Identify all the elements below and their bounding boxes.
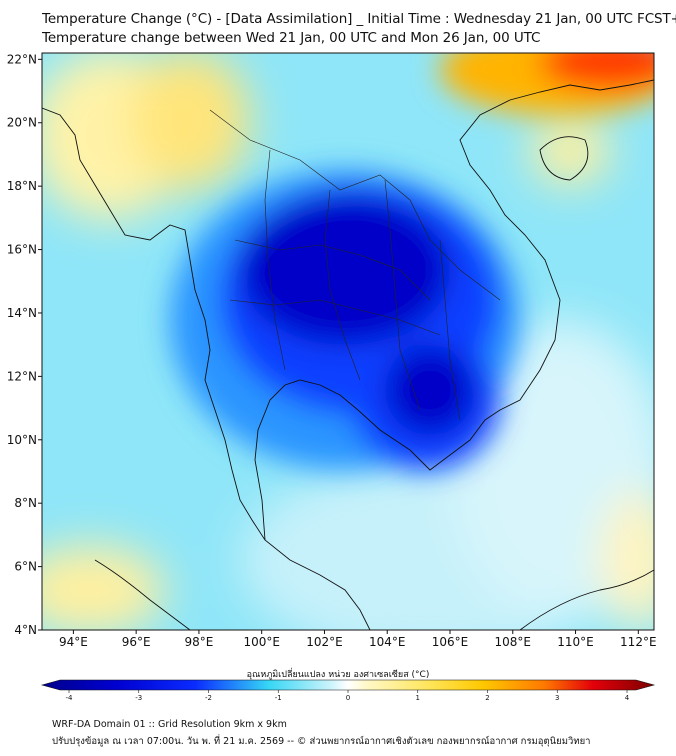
coastlines	[42, 79, 654, 630]
map-title: Temperature Change (°C) - [Data Assimila…	[42, 11, 676, 27]
border-line	[439, 239, 461, 421]
lon-tick-label: 106°E	[432, 635, 469, 649]
lat-tick-label: 6°N	[14, 560, 37, 574]
gulf-coast	[254, 79, 654, 541]
lon-tick-label: 96°E	[122, 635, 151, 649]
colorbar-tick-label: -2	[205, 694, 212, 702]
lat-tick-label: 8°N	[14, 496, 37, 510]
lon-tick-label: 98°E	[184, 635, 213, 649]
colorbar-tick-label: 3	[555, 694, 559, 702]
lat-tick-label: 22°N	[7, 52, 37, 66]
hainan-coast	[539, 136, 589, 181]
colorbar-tick-label: 4	[625, 694, 630, 702]
lon-tick-label: 104°E	[369, 635, 406, 649]
borneo-coast	[519, 569, 654, 630]
myanmar-warm-core	[130, 53, 250, 190]
temperature-field	[42, 53, 654, 630]
longitude-axis: 94°E 96°E 98°E 100°E 102°E 104°E 106°E 108°E 110…	[59, 630, 657, 649]
lon-tick-label: 110°E	[557, 635, 594, 649]
model-info: WRF-DA Domain 01 :: Grid Resolution 9km …	[52, 719, 287, 730]
southeast-warm-area	[600, 490, 654, 630]
cooling-core	[240, 195, 450, 345]
province-borders	[209, 109, 501, 421]
border-line	[324, 189, 361, 381]
lat-tick-label: 20°N	[7, 116, 37, 130]
colorbar: -4 -3 -2 -1 0 1 2 3 4	[40, 679, 656, 702]
lon-tick-label: 94°E	[59, 635, 88, 649]
colorbar-tick-label: -1	[275, 694, 282, 702]
mainland-coast	[42, 107, 371, 630]
border-line	[234, 239, 431, 301]
lat-tick-label: 12°N	[7, 369, 37, 383]
lon-tick-label: 100°E	[243, 635, 280, 649]
north-hot-core	[540, 53, 654, 90]
southwest-warm-area	[42, 545, 165, 630]
lon-tick-label: 108°E	[495, 635, 532, 649]
lat-tick-label: 14°N	[7, 306, 37, 320]
colorbar-bar	[40, 679, 656, 691]
lat-tick-label: 10°N	[7, 433, 37, 447]
lon-tick-label: 112°E	[620, 635, 657, 649]
lat-tick-label: 16°N	[7, 243, 37, 257]
colorbar-tick-label: 1	[416, 694, 420, 702]
lat-tick-label: 18°N	[7, 179, 37, 193]
lat-tick-label: 4°N	[14, 623, 37, 637]
sumatra-coast	[94, 559, 191, 630]
border-line	[209, 109, 501, 301]
latitude-axis: 22°N 20°N 18°N 16°N 14°N 12°N 10°N 8°N 6°N 4°N	[7, 52, 42, 637]
lon-tick-label: 102°E	[306, 635, 343, 649]
colorbar-ticks: -4 -3 -2 -1 0 1 2 3 4	[66, 690, 630, 702]
border-line	[229, 299, 441, 336]
colorbar-title: อุณหภูมิเปลี่ยนแปลง หน่วย องศาเซลเซียส (…	[246, 670, 430, 680]
cambodia-cooling-core	[385, 345, 475, 435]
map-subtitle: Temperature change between Wed 21 Jan, 0…	[42, 30, 541, 46]
hainan-warm-area	[530, 115, 610, 185]
map-frame	[41, 52, 655, 631]
colorbar-tick-label: 0	[346, 694, 350, 702]
colorbar-tick-label: 2	[485, 694, 489, 702]
colorbar-tick-label: -3	[135, 694, 142, 702]
credit-line: ปรับปรุงข้อมูล ณ เวลา 07:00น. วัน พ. ที่…	[52, 736, 591, 747]
colorbar-tick-label: -4	[66, 694, 74, 702]
border-line	[264, 149, 286, 371]
border-line	[384, 179, 421, 411]
